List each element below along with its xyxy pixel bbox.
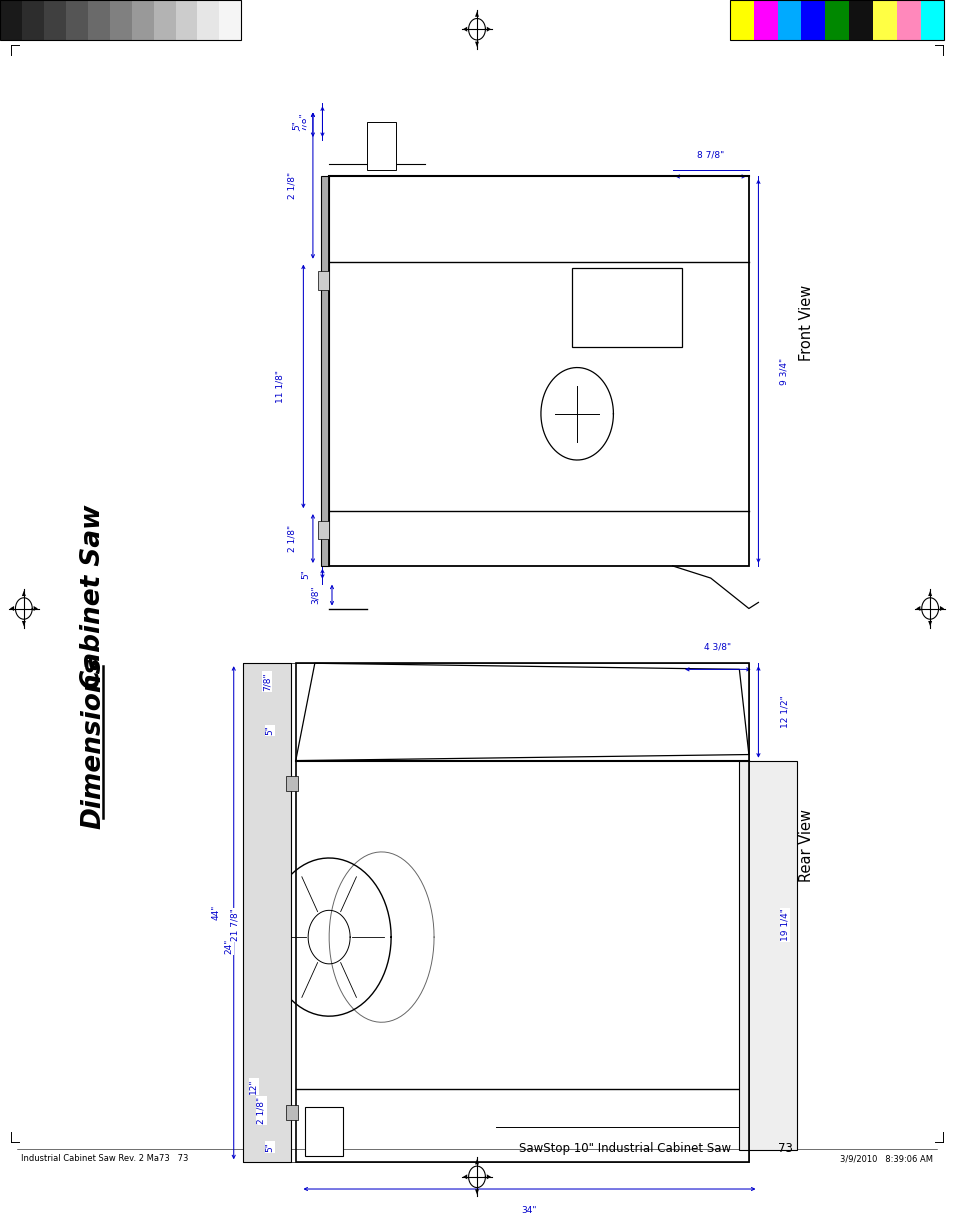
Bar bbox=[0, 0, 241, 40]
Text: 34": 34" bbox=[521, 1206, 537, 1216]
Text: 5": 5" bbox=[265, 725, 274, 735]
Text: 8 7/8": 8 7/8" bbox=[697, 150, 723, 159]
Bar bbox=[44, 0, 66, 40]
Polygon shape bbox=[486, 1174, 491, 1179]
Bar bbox=[305, 1107, 343, 1156]
Text: 9 3/4": 9 3/4" bbox=[779, 358, 788, 385]
Bar bbox=[329, 176, 748, 566]
Polygon shape bbox=[462, 27, 467, 32]
Bar bbox=[872, 0, 896, 40]
Polygon shape bbox=[939, 606, 943, 611]
Polygon shape bbox=[486, 27, 491, 32]
Text: Industrial Cabinet Saw Rev. 2 Ma73   73: Industrial Cabinet Saw Rev. 2 Ma73 73 bbox=[21, 1154, 188, 1163]
Bar bbox=[286, 1105, 297, 1120]
Text: 73: 73 bbox=[777, 1142, 792, 1155]
Bar bbox=[88, 0, 110, 40]
Text: 19 1/4": 19 1/4" bbox=[780, 908, 789, 942]
Text: 2 1/8": 2 1/8" bbox=[287, 172, 296, 200]
Bar bbox=[219, 0, 241, 40]
Text: 5": 5" bbox=[265, 1142, 274, 1152]
Bar bbox=[0, 0, 22, 40]
Bar bbox=[729, 0, 753, 40]
Polygon shape bbox=[915, 606, 920, 611]
Text: 5": 5" bbox=[292, 119, 301, 130]
Bar bbox=[739, 761, 796, 1150]
Bar bbox=[175, 0, 197, 40]
Text: 3/8": 3/8" bbox=[310, 585, 319, 605]
Text: 2 1/8": 2 1/8" bbox=[256, 1097, 266, 1125]
Text: 21 7/8": 21 7/8" bbox=[230, 908, 239, 942]
Polygon shape bbox=[22, 621, 26, 627]
Bar bbox=[848, 0, 872, 40]
Text: 44": 44" bbox=[212, 905, 221, 920]
Bar bbox=[824, 0, 848, 40]
Bar bbox=[132, 0, 153, 40]
Bar bbox=[66, 0, 88, 40]
Polygon shape bbox=[10, 606, 14, 611]
Polygon shape bbox=[927, 621, 931, 627]
Polygon shape bbox=[475, 1159, 478, 1165]
Polygon shape bbox=[927, 590, 931, 596]
Polygon shape bbox=[475, 11, 478, 17]
Text: Rear View: Rear View bbox=[798, 809, 813, 882]
Polygon shape bbox=[33, 606, 38, 611]
Polygon shape bbox=[475, 1189, 478, 1195]
Text: SawStop 10" Industrial Cabinet Saw: SawStop 10" Industrial Cabinet Saw bbox=[518, 1142, 730, 1155]
Text: 12 1/2": 12 1/2" bbox=[780, 696, 789, 728]
Text: Front View: Front View bbox=[798, 285, 813, 360]
Text: Dimensions: Dimensions bbox=[80, 656, 107, 829]
Bar bbox=[801, 0, 824, 40]
Bar bbox=[317, 271, 329, 290]
Text: 7/8": 7/8" bbox=[298, 112, 308, 131]
Text: 12": 12" bbox=[249, 1078, 258, 1094]
Bar bbox=[295, 663, 748, 1162]
Text: 24": 24" bbox=[224, 938, 233, 954]
Bar bbox=[317, 521, 329, 539]
Text: 2 1/8": 2 1/8" bbox=[287, 525, 296, 553]
Bar bbox=[367, 122, 395, 170]
Bar bbox=[896, 0, 920, 40]
Bar bbox=[243, 663, 748, 1162]
Bar bbox=[920, 0, 943, 40]
Text: 5": 5" bbox=[301, 568, 311, 579]
Bar bbox=[729, 0, 943, 40]
Bar bbox=[22, 0, 44, 40]
Text: 11 1/8": 11 1/8" bbox=[275, 370, 285, 403]
Bar bbox=[777, 0, 801, 40]
Polygon shape bbox=[22, 590, 26, 596]
Polygon shape bbox=[462, 1174, 467, 1179]
Bar bbox=[110, 0, 132, 40]
Polygon shape bbox=[475, 41, 478, 47]
Text: 7/8": 7/8" bbox=[262, 672, 272, 691]
Bar bbox=[197, 0, 219, 40]
Bar bbox=[243, 663, 291, 1162]
Bar bbox=[753, 0, 777, 40]
Text: 4 3/8": 4 3/8" bbox=[703, 643, 731, 652]
Text: 3/9/2010   8:39:06 AM: 3/9/2010 8:39:06 AM bbox=[840, 1154, 932, 1163]
Bar bbox=[153, 0, 175, 40]
Bar bbox=[572, 268, 681, 347]
Bar bbox=[286, 776, 297, 791]
Bar bbox=[321, 176, 329, 566]
Text: Cabinet Saw: Cabinet Saw bbox=[80, 504, 107, 689]
